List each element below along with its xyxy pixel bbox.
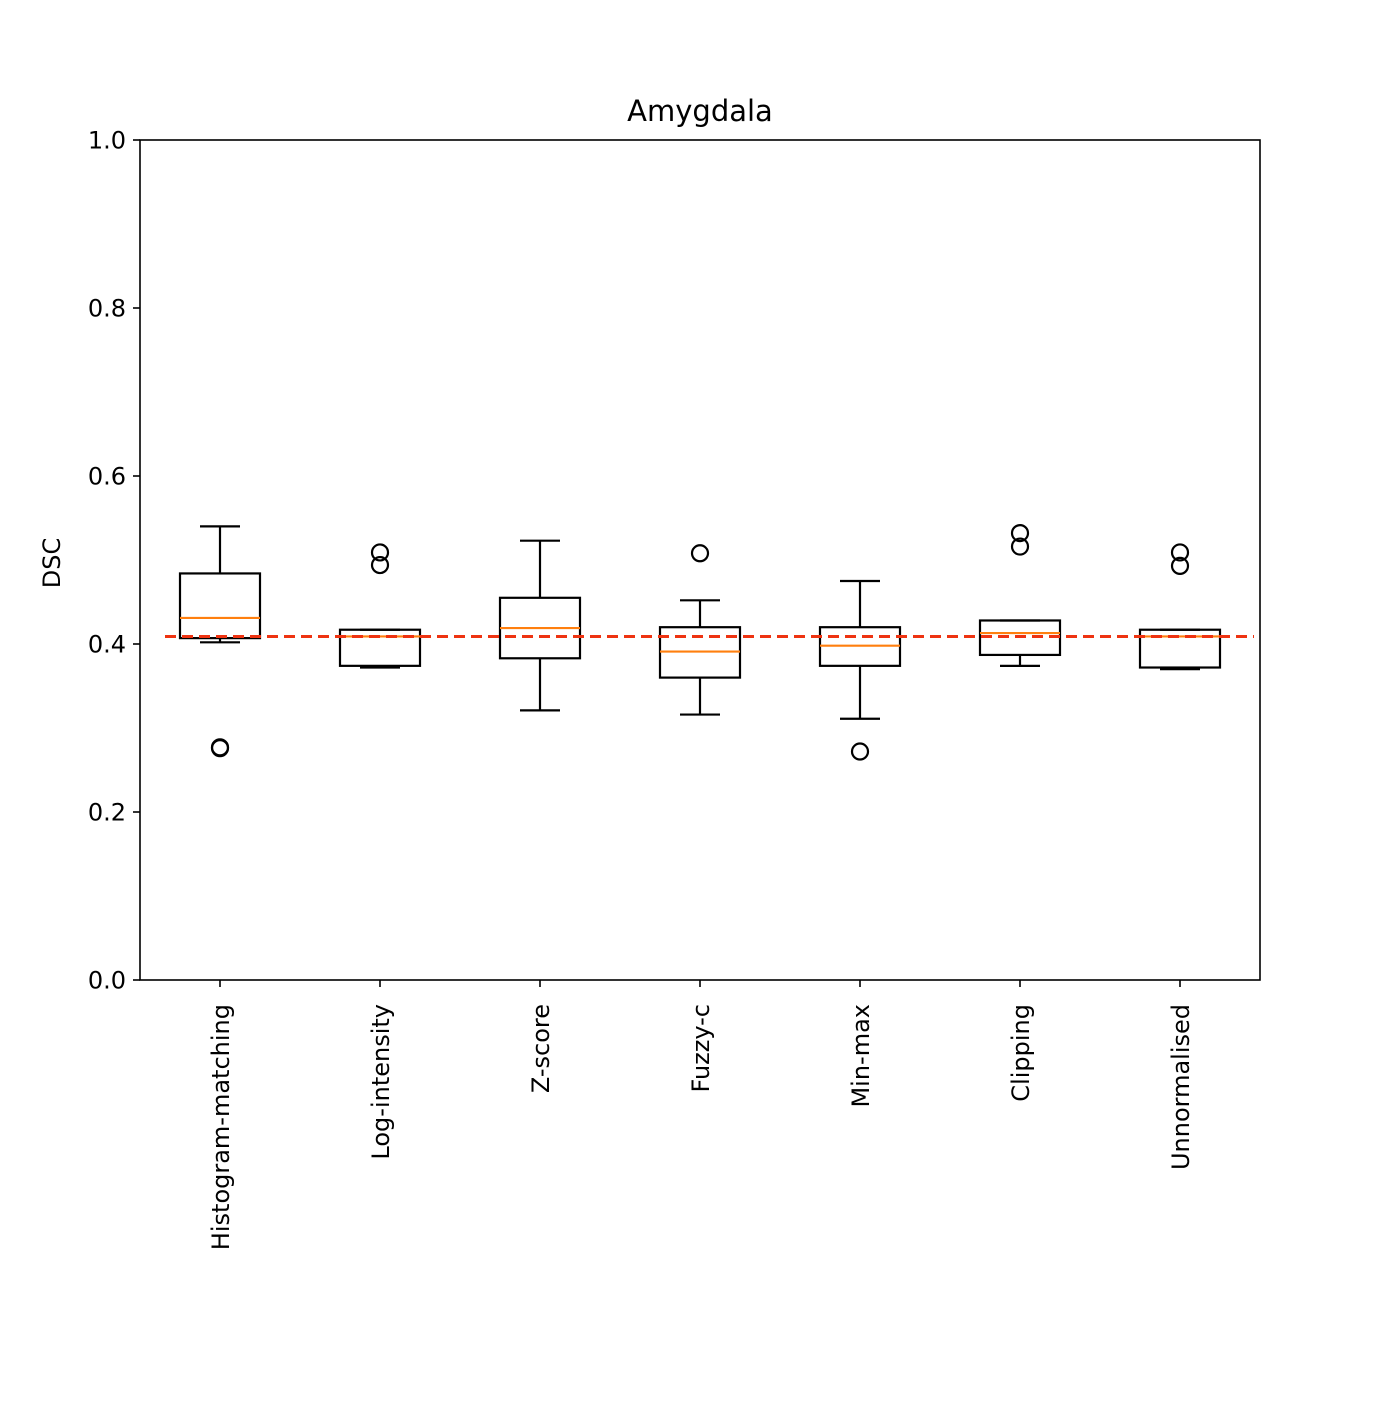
y-tick-label: 0.6 [88,463,126,491]
y-tick-label: 1.0 [88,127,126,155]
y-tick-label: 0.4 [88,631,126,659]
y-tick-label: 0.0 [88,967,126,995]
x-tick-label: Log-intensity [367,1004,395,1160]
plot-frame [139,139,1261,981]
box-iqr [178,572,262,640]
x-tick-label: Min-max [847,1004,875,1108]
x-tick-label: Clipping [1007,1004,1035,1102]
outlier-point [1170,556,1190,575]
outlier-point [210,738,230,757]
outlier-point [690,544,710,563]
outlier-point [370,555,390,575]
outlier-point [850,742,870,761]
y-axis-title: DSC [38,538,66,588]
y-tick-label: 0.2 [88,799,126,827]
box-iqr [1138,628,1222,669]
y-tick-label: 0.8 [88,295,126,323]
x-tick-label: Unnormalised [1167,1004,1195,1170]
box-iqr [338,628,422,667]
plot-area: 0.0 0.2 0.4 0.6 0.8 1.0 Histogram-matching Log-… [88,127,1261,1250]
outlier-point [370,543,390,562]
outlier-point [1170,543,1190,562]
chart-title: Amygdala [627,94,773,128]
x-tick-label: Z-score [527,1004,555,1093]
x-tick-label: Fuzzy-c [687,1004,715,1093]
outlier-point [1010,537,1030,556]
x-tick-label: Histogram-matching [207,1004,235,1250]
outlier-point [1010,524,1030,543]
